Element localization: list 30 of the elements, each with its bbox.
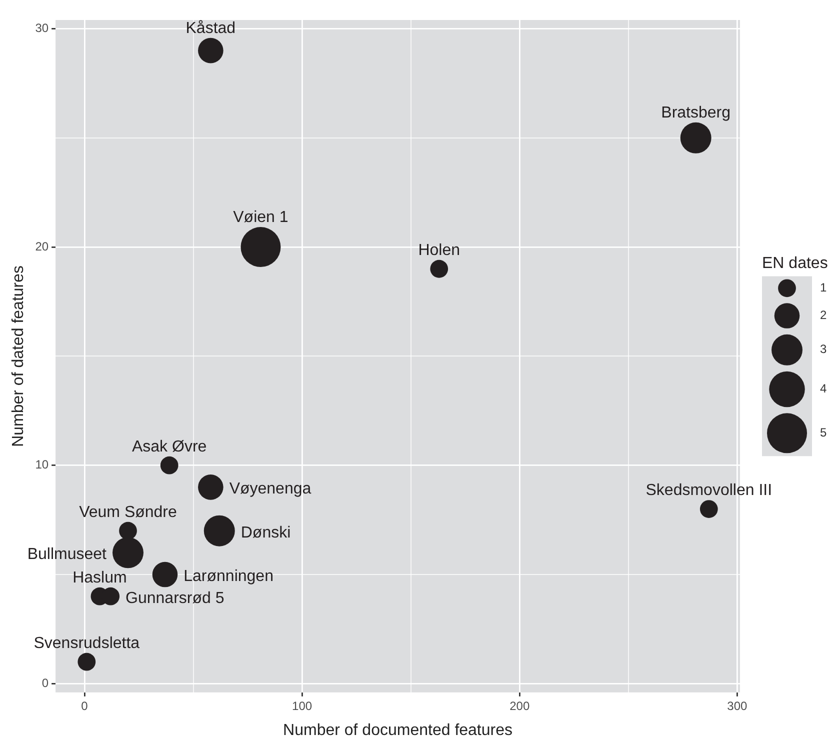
y-tick-label: 20	[35, 239, 49, 254]
annotation: Svensrudsletta	[34, 634, 140, 652]
legend-label: 5	[820, 425, 827, 440]
annotation: Skedsmovollen III	[646, 482, 772, 500]
legend-label: 2	[820, 308, 827, 322]
y-axis-title: Number of dated features	[10, 265, 28, 447]
annotation: Haslum	[72, 569, 127, 586]
annotation: Kåstad	[186, 20, 236, 37]
x-tick-label: 100	[292, 698, 312, 713]
annotation: Vøien 1	[233, 209, 288, 226]
annotation: Bullmuseet	[27, 546, 108, 564]
legend-label: 4	[820, 382, 827, 396]
annotation: Larønningen	[184, 568, 274, 586]
x-tick-label: 300	[727, 698, 748, 713]
annotation: Veum Søndre	[79, 504, 178, 521]
annotation: Vøyenenga	[229, 480, 312, 498]
y-tick-label: 30	[35, 21, 49, 36]
y-tick-label: 0	[42, 676, 49, 690]
annotation: Dønski	[240, 524, 291, 542]
x-tick-label: 200	[510, 698, 530, 713]
legend-label: 1	[820, 280, 827, 294]
annotation: Asak Øvre	[132, 438, 207, 456]
annotation: Gunnarsrød 5	[126, 590, 224, 607]
annotation: Holen	[418, 242, 460, 259]
legend-label: 3	[820, 342, 827, 356]
x-tick-label: 0	[81, 698, 88, 713]
legend-title: EN dates	[762, 255, 828, 272]
annotation: Bratsberg	[661, 104, 731, 122]
x-axis-title: Number of documented features	[283, 722, 513, 739]
y-tick-label: 10	[35, 458, 49, 472]
